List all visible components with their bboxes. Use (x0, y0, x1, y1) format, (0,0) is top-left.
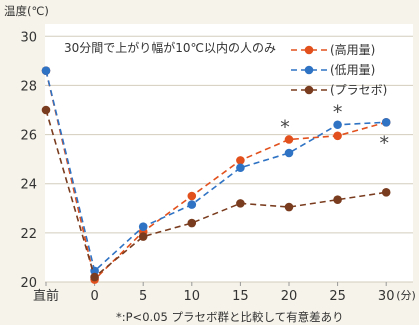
significance-star: * (280, 116, 290, 138)
data-point (381, 188, 391, 197)
grid (45, 35, 413, 283)
series-2 (41, 105, 391, 282)
x-tick-label: 0 (90, 289, 98, 304)
data-point (41, 105, 51, 115)
x-tick-label: 30 (378, 289, 395, 304)
series-layer (41, 66, 391, 284)
legend-swatch-marker (304, 85, 314, 95)
x-tick-label: 15 (232, 289, 249, 304)
data-point (41, 66, 51, 75)
series-line (45, 70, 387, 282)
y-tick-label: 26 (20, 129, 37, 144)
data-point (284, 202, 294, 212)
data-point (284, 135, 294, 144)
y-tick-label: 24 (20, 178, 37, 193)
y-tick-label: 20 (20, 276, 37, 291)
y-axis-label: 温度(℃) (4, 4, 49, 18)
data-point (333, 195, 342, 204)
data-point (381, 117, 391, 127)
y-tick-label: 28 (20, 79, 37, 94)
significance-markers: * * * (280, 102, 389, 155)
x-tick-label: 直前 (33, 288, 59, 304)
data-point (236, 156, 245, 165)
y-tick-label: 22 (20, 227, 37, 242)
data-point (187, 218, 197, 228)
data-point (236, 199, 245, 208)
plot-area (45, 24, 413, 282)
x-axis-unit: (分) (396, 289, 416, 302)
legend: (高用量) (低用量) (プラセボ) (291, 42, 387, 97)
series-line (45, 109, 387, 279)
data-point (236, 163, 245, 173)
chart-annotation: 30分間で上がり幅が10℃以内の人のみ (64, 40, 276, 55)
legend-swatch-marker (304, 65, 314, 75)
data-point (187, 200, 197, 209)
legend-item: (高用量) (291, 42, 375, 57)
data-point (138, 232, 148, 241)
data-point (187, 191, 197, 201)
data-point (138, 222, 148, 232)
legend-label: (低用量) (330, 63, 375, 77)
legend-item: (プラセボ) (291, 83, 387, 97)
x-tick-label: 25 (329, 289, 346, 304)
legend-swatch-marker (304, 45, 314, 55)
series-line (45, 70, 387, 273)
data-point (284, 148, 294, 158)
x-tick-labels: 直前 0 5 10 15 20 25 30 (分) (33, 282, 416, 304)
legend-item: (低用量) (291, 63, 375, 77)
legend-label: (プラセボ) (330, 83, 387, 97)
data-point (333, 120, 342, 130)
data-point (333, 131, 342, 141)
y-tick-label: 30 (20, 30, 37, 45)
x-tick-label: 5 (139, 289, 147, 304)
data-point (90, 272, 99, 282)
legend-label: (高用量) (330, 42, 375, 57)
footnote: *:P<0.05 プラセボ群と比較して有意差あり (116, 310, 344, 324)
x-tick-label: 10 (184, 289, 201, 304)
y-tick-labels: 20 22 24 26 28 30 (20, 30, 37, 291)
x-tick-label: 20 (281, 289, 298, 304)
significance-star: * (379, 132, 389, 154)
significance-star: * (333, 102, 343, 124)
